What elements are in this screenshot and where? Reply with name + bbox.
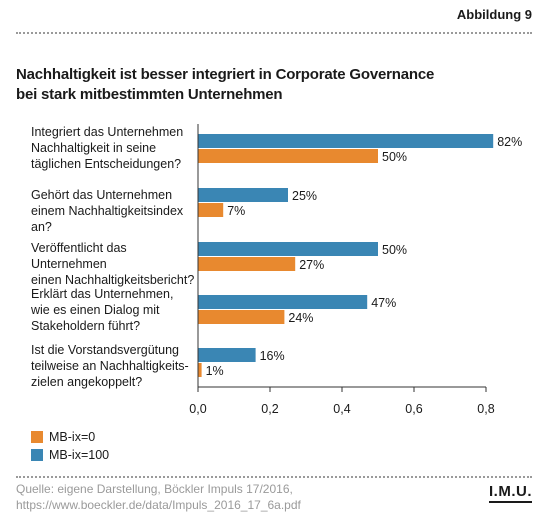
source-line-1: Quelle: eigene Darstellung, Böckler Impu… (16, 482, 293, 496)
legend-swatch-orange (31, 431, 43, 443)
data-label-mb-ix-100-0: 82% (497, 135, 522, 149)
data-label-mb-ix-100-4: 16% (260, 349, 285, 363)
data-label-mb-ix-100-1: 25% (292, 189, 317, 203)
source-note: Quelle: eigene Darstellung, Böckler Impu… (16, 481, 301, 513)
bar-mb-ix-100-4 (198, 348, 256, 362)
category-label-sustainability-report: Veröffentlicht das Unternehmen einen Nac… (31, 241, 195, 287)
data-label-mb-ix-0-4: 1% (206, 364, 224, 378)
imu-logo: I.M.U. (489, 483, 532, 503)
category-label-daily-decisions: Integriert das Unternehmen Nachhaltigkei… (31, 125, 184, 171)
bar-mb-ix-0-0 (198, 149, 378, 163)
legend-item-mb-ix-0: MB-ix=0 (31, 430, 95, 444)
source-line-2: https://www.boeckler.de/data/Impuls_2016… (16, 498, 301, 512)
data-label-mb-ix-0-3: 24% (288, 311, 313, 325)
category-label-stakeholder-dialog: Erklärt das Unternehmen, wie es einen Di… (31, 287, 174, 333)
data-label-mb-ix-100-2: 50% (382, 243, 407, 257)
x-tick-label-3: 0,6 (405, 402, 422, 416)
category-label-board-compensation: Ist die Vorstandsvergütung teilweise an … (31, 343, 189, 389)
category-label-sustainability-index: Gehört das Unternehmen einem Nachhaltigk… (31, 188, 184, 234)
bar-mb-ix-100-0 (198, 134, 494, 148)
data-label-mb-ix-0-1: 7% (227, 204, 245, 218)
chart-title-line-1: Nachhaltigkeit ist besser integriert in … (16, 66, 435, 83)
x-tick-label-2: 0,4 (333, 402, 350, 416)
legend-swatch-blue (31, 449, 43, 461)
legend-item-mb-ix-100: MB-ix=100 (31, 448, 109, 462)
x-tick-label-4: 0,8 (477, 402, 494, 416)
chart-title: Nachhaltigkeit ist besser integriert in … (16, 65, 516, 105)
x-tick-label-0: 0,0 (189, 402, 206, 416)
data-label-mb-ix-0-2: 27% (299, 258, 324, 272)
x-tick-label-1: 0,2 (261, 402, 278, 416)
bar-mb-ix-100-2 (198, 242, 378, 256)
chart-title-line-2: bei stark mitbestimmten Unternehmen (16, 86, 283, 103)
legend-label-mb-ix-100: MB-ix=100 (49, 448, 110, 462)
bar-mb-ix-100-3 (198, 295, 368, 309)
bar-mb-ix-0-2 (198, 257, 296, 271)
figure-label: Abbildung 9 (456, 7, 532, 22)
bar-mb-ix-0-4 (198, 363, 202, 377)
top-divider (16, 32, 532, 34)
data-label-mb-ix-0-0: 50% (382, 150, 407, 164)
bar-mb-ix-0-3 (198, 310, 285, 324)
bar-mb-ix-100-1 (198, 188, 288, 202)
legend-label-mb-ix-0: MB-ix=0 (49, 430, 96, 444)
bottom-divider (16, 476, 532, 478)
data-label-mb-ix-100-3: 47% (371, 296, 396, 310)
bar-mb-ix-0-1 (198, 203, 224, 217)
